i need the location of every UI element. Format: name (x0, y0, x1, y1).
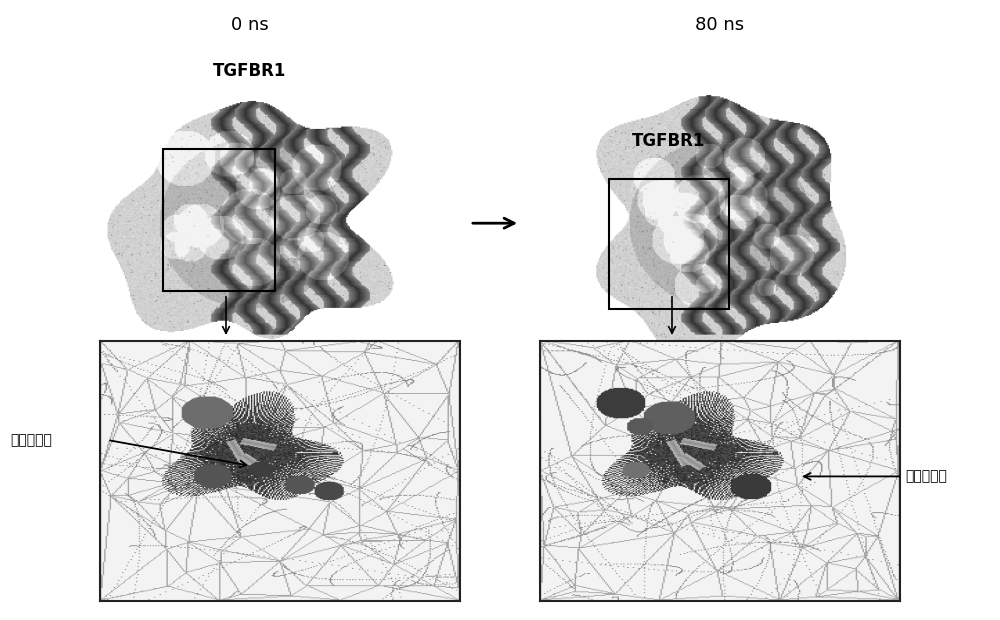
Bar (609, 179, 729, 309)
Text: TGFBR1: TGFBR1 (632, 132, 705, 151)
Text: 毛蔹异黄酮: 毛蔹异黄酮 (905, 469, 947, 484)
Text: 80 ns: 80 ns (695, 16, 745, 34)
Text: 毛蔹异黄酮: 毛蔹异黄酮 (10, 433, 52, 447)
Bar (163, 149, 275, 291)
Text: TGFBR1: TGFBR1 (213, 62, 287, 80)
Text: 0 ns: 0 ns (231, 16, 269, 34)
